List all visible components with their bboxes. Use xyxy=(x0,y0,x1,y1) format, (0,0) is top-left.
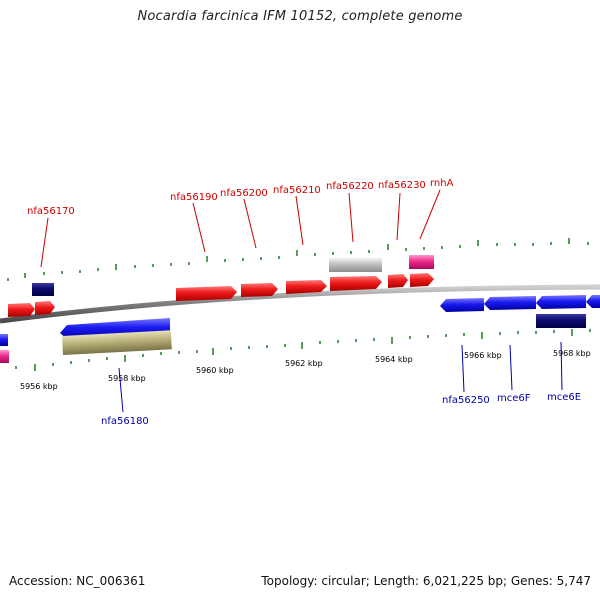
scale-label: 5960 kbp xyxy=(196,366,234,375)
gene-box-olive[interactable] xyxy=(62,330,172,355)
gene-label-forward[interactable]: nfa56170 xyxy=(27,206,75,217)
forward-label-leaders xyxy=(40,189,441,268)
outer-tick-row xyxy=(7,238,589,281)
gene-box-pink[interactable] xyxy=(409,255,434,269)
topology-text: Topology: circular; Length: 6,021,225 bp… xyxy=(261,574,591,588)
gene-label-reverse[interactable]: mce6E xyxy=(547,392,581,403)
gene-arrow-reverse[interactable] xyxy=(536,295,586,309)
gene-label-reverse[interactable]: nfa56180 xyxy=(101,416,149,427)
gene-label-forward[interactable]: nfa56210 xyxy=(273,185,321,196)
accession-text: Accession: NC_006361 xyxy=(9,574,146,588)
gene-arrow-reverse[interactable] xyxy=(60,318,170,339)
gene-arrow-forward[interactable] xyxy=(8,303,35,317)
genome-backbone xyxy=(0,284,600,324)
gene-arrow-forward[interactable] xyxy=(35,301,55,315)
gene-arrow-forward[interactable] xyxy=(330,276,382,291)
reverse-genes xyxy=(0,295,600,363)
inner-tick-row xyxy=(15,329,591,371)
gene-box-grey[interactable] xyxy=(329,258,382,272)
gene-box-dark[interactable] xyxy=(32,283,54,296)
gene-label-reverse[interactable]: mce6F xyxy=(497,393,531,404)
gene-label-reverse[interactable]: nfa56250 xyxy=(442,395,490,406)
gene-label-forward[interactable]: nfa56190 xyxy=(170,192,218,203)
gene-arrow-forward[interactable] xyxy=(286,280,327,294)
gene-arrow-forward[interactable] xyxy=(410,273,434,287)
scale-label: 5962 kbp xyxy=(285,359,323,368)
reverse-label-leaders xyxy=(118,341,563,413)
scale-label: 5964 kbp xyxy=(375,355,413,364)
gene-arrow-reverse[interactable] xyxy=(484,296,536,310)
gene-box-dark[interactable] xyxy=(536,314,586,328)
scale-label: 5956 kbp xyxy=(20,382,58,391)
scale-label: 5968 kbp xyxy=(553,349,591,358)
gene-label-forward[interactable]: nfa56230 xyxy=(378,180,426,191)
gene-arrow-forward[interactable] xyxy=(176,286,237,301)
scale-label: 5966 kbp xyxy=(464,351,502,360)
scale-label: 5958 kbp xyxy=(108,374,146,383)
gene-label-forward[interactable]: rnhA xyxy=(430,178,454,189)
genome-title: Nocardia farcinica IFM 10152, complete g… xyxy=(137,9,463,24)
gene-arrow-forward[interactable] xyxy=(241,283,278,297)
gene-arrow-reverse[interactable] xyxy=(440,298,484,312)
gene-arrow-reverse[interactable] xyxy=(0,334,8,346)
forward-genes xyxy=(8,255,434,317)
gene-arrow-reverse[interactable] xyxy=(586,295,600,308)
gene-arrow-forward[interactable] xyxy=(388,274,408,288)
gene-label-forward[interactable]: nfa56220 xyxy=(326,181,374,192)
gene-box-pink[interactable] xyxy=(0,350,9,363)
gene-label-forward[interactable]: nfa56200 xyxy=(220,188,268,199)
